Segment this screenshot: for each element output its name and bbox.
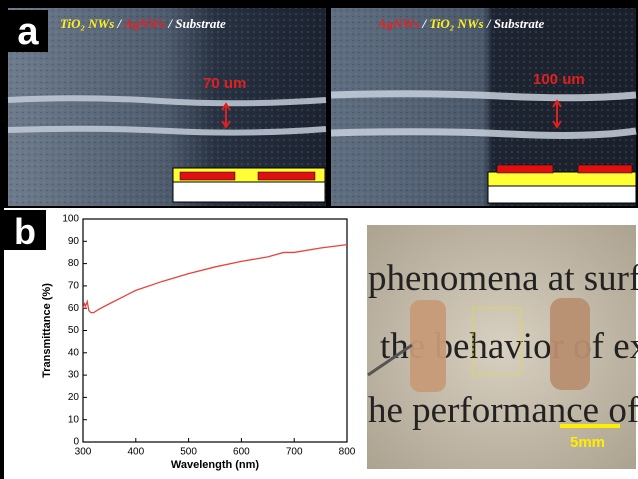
y-tick-label: 80 bbox=[68, 258, 80, 269]
layer: AgNWs bbox=[123, 16, 165, 31]
layer: Substrate bbox=[175, 16, 226, 31]
x-tick-label: 700 bbox=[286, 447, 303, 458]
y-tick-label: 20 bbox=[68, 392, 80, 403]
layer: Substrate bbox=[494, 16, 545, 31]
figure: a TiO₂ NWs / AgNWs / Substrate AgNWs / T… bbox=[0, 0, 638, 479]
overlay-title: AgNWs / TiO₂ NWs / Substrate bbox=[377, 16, 544, 31]
x-tick-label: 300 bbox=[75, 447, 92, 458]
y-tick-label: 30 bbox=[68, 370, 80, 381]
y-tick-label: 40 bbox=[68, 347, 80, 358]
y-axis-title: Transmittance (%) bbox=[41, 283, 53, 378]
x-tick-label: 600 bbox=[233, 447, 250, 458]
x-tick-label: 400 bbox=[127, 447, 144, 458]
layer: AgNWs bbox=[377, 16, 419, 31]
y-tick-label: 90 bbox=[68, 236, 80, 247]
scale-label: 70 um bbox=[203, 75, 246, 92]
y-tick-label: 50 bbox=[68, 325, 80, 336]
micrograph-left bbox=[8, 8, 326, 206]
x-tick-label: 800 bbox=[339, 447, 356, 458]
panel-label: b bbox=[14, 211, 36, 252]
photo-text: phenomena at surfa bbox=[368, 258, 638, 299]
layer: TiO₂ NWs bbox=[60, 16, 114, 31]
panel-b-edge bbox=[0, 208, 4, 479]
sep: / bbox=[421, 16, 427, 31]
y-tick-label: 100 bbox=[62, 214, 79, 225]
micrograph-right bbox=[331, 8, 636, 206]
overlay-title: TiO₂ NWs / AgNWs / Substrate bbox=[60, 16, 226, 31]
y-tick-label: 70 bbox=[68, 281, 80, 292]
page: a TiO₂ NWs / AgNWs / Substrate AgNWs / T… bbox=[0, 0, 638, 479]
y-tick-label: 60 bbox=[68, 303, 80, 314]
sep: / bbox=[117, 16, 123, 31]
scale-label: 5mm bbox=[570, 434, 605, 451]
x-axis-title: Wavelength (nm) bbox=[171, 459, 260, 471]
photo: phenomena at surfa the behavior of ex he… bbox=[367, 225, 638, 469]
layer: TiO₂ NWs bbox=[429, 16, 483, 31]
panel-label: a bbox=[17, 11, 39, 53]
scale-label: 100 um bbox=[533, 71, 585, 88]
y-tick-label: 10 bbox=[68, 414, 80, 425]
sep: / bbox=[486, 16, 492, 31]
sep: / bbox=[167, 16, 173, 31]
x-tick-label: 500 bbox=[180, 447, 197, 458]
